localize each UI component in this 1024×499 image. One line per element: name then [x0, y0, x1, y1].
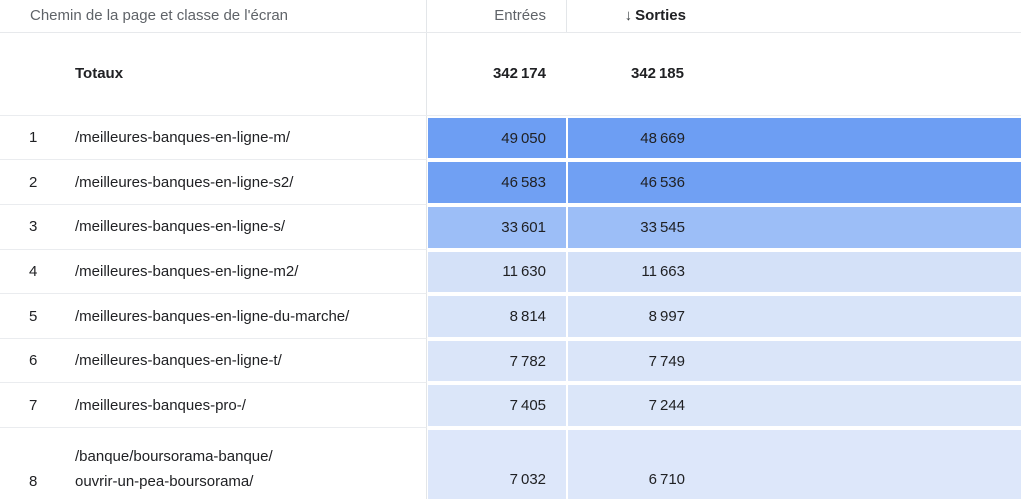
totals-exits-value: 342 185: [630, 65, 684, 83]
exits-heatmap-cell: 46 536: [568, 162, 1021, 204]
entries-value: 11 630: [502, 263, 546, 281]
entries-value: 33 601: [501, 218, 546, 236]
totals-label: Totaux: [75, 65, 124, 83]
exits-value: 46 536: [640, 174, 685, 192]
entries-heatmap-cell: 49 050: [428, 117, 566, 159]
table-row: 7 /meilleures-banques-pro-/ 7 405 7 244: [0, 383, 1024, 428]
page-path-value: /meilleures-banques-pro-/: [75, 396, 246, 414]
entries-heatmap-cell: 7 032: [428, 430, 566, 499]
row-index: 7: [29, 396, 38, 414]
table-row: 4 /meilleures-banques-en-ligne-m2/ 11 63…: [0, 249, 1024, 295]
column-header-dimension[interactable]: Chemin de la page et classe de l'écran: [0, 0, 427, 32]
exits-value: 7 244: [648, 397, 685, 415]
entries-value: 7 032: [509, 471, 546, 488]
dimension-header-label: Chemin de la page et classe de l'écran: [30, 7, 289, 25]
row-index: 6: [29, 352, 38, 370]
exits-heatmap-cell: 11 663: [568, 251, 1021, 293]
row-index: 3: [29, 218, 38, 236]
exits-value: 7 749: [648, 352, 685, 370]
table-row: 1 /meilleures-banques-en-ligne-m/ 49 050…: [0, 115, 1024, 161]
entries-heatmap-cell: 7 782: [428, 340, 566, 382]
exits-heatmap-cell: 6 710: [568, 430, 1021, 499]
row-index: 4: [29, 262, 38, 280]
entries-heatmap-cell: 46 583: [428, 162, 566, 204]
table-header-row: Chemin de la page et classe de l'écran E…: [0, 0, 1021, 33]
exits-value: 11 663: [641, 263, 685, 281]
exits-heatmap-cell: 7 244: [568, 385, 1021, 426]
entries-value: 7 405: [509, 397, 546, 415]
row-index: 8: [29, 473, 38, 490]
entries-value: 49 050: [501, 129, 546, 147]
exits-heatmap-cell: 48 669: [568, 117, 1021, 159]
totals-entries-value: 342 174: [492, 65, 546, 83]
table-row: 3 /meilleures-banques-en-ligne-s/ 33 601…: [0, 205, 1024, 250]
table-body: 1 /meilleures-banques-en-ligne-m/ 49 050…: [0, 115, 1024, 499]
exits-heatmap-cell: 33 545: [568, 207, 1021, 248]
entries-header-label: Entrées: [494, 7, 546, 25]
entries-heatmap-cell: 33 601: [428, 207, 566, 248]
table-row: 8 /banque/boursorama-banque/ ouvrir-un-p…: [0, 428, 1024, 499]
exits-heatmap-cell: 8 997: [568, 296, 1021, 337]
exits-heatmap-cell: 7 749: [568, 340, 1021, 382]
page-path-value: /meilleures-banques-en-ligne-du-marche/: [75, 307, 350, 325]
entries-heatmap-cell: 8 814: [428, 296, 566, 337]
row-index: 1: [29, 129, 38, 147]
page-path-value: /banque/boursorama-banque/ ouvrir-un-pea…: [75, 448, 273, 490]
exits-value: 6 710: [648, 471, 685, 488]
page-path-value: /meilleures-banques-en-ligne-s2/: [75, 173, 294, 191]
sort-descending-icon: ↓: [624, 7, 633, 25]
entries-value: 46 583: [501, 174, 546, 192]
row-index: 2: [29, 173, 38, 191]
exits-value: 33 545: [640, 218, 685, 236]
page-path-value: /meilleures-banques-en-ligne-t/: [75, 352, 282, 370]
page-path-value: /meilleures-banques-en-ligne-m/: [75, 129, 291, 147]
exits-value: 8 997: [648, 308, 685, 326]
entries-heatmap-cell: 11 630: [428, 251, 566, 293]
table-row: 5 /meilleures-banques-en-ligne-du-marche…: [0, 294, 1024, 339]
entries-heatmap-cell: 7 405: [428, 385, 566, 426]
table-row: 2 /meilleures-banques-en-ligne-s2/ 46 58…: [0, 160, 1024, 206]
exits-header-label: Sorties: [635, 7, 686, 25]
page-path-value: /meilleures-banques-en-ligne-s/: [75, 218, 286, 236]
column-header-entries[interactable]: Entrées: [427, 0, 566, 32]
column-header-exits[interactable]: ↓ Sorties: [566, 0, 686, 32]
exits-value: 48 669: [640, 129, 685, 147]
entries-value: 8 814: [509, 308, 546, 326]
page-path-value: /meilleures-banques-en-ligne-m2/: [75, 262, 299, 280]
table-row: 6 /meilleures-banques-en-ligne-t/ 7 782 …: [0, 338, 1024, 384]
totals-row: Totaux 342 174 342 185: [0, 32, 1021, 116]
row-index: 5: [29, 307, 38, 325]
entries-value: 7 782: [509, 352, 546, 370]
